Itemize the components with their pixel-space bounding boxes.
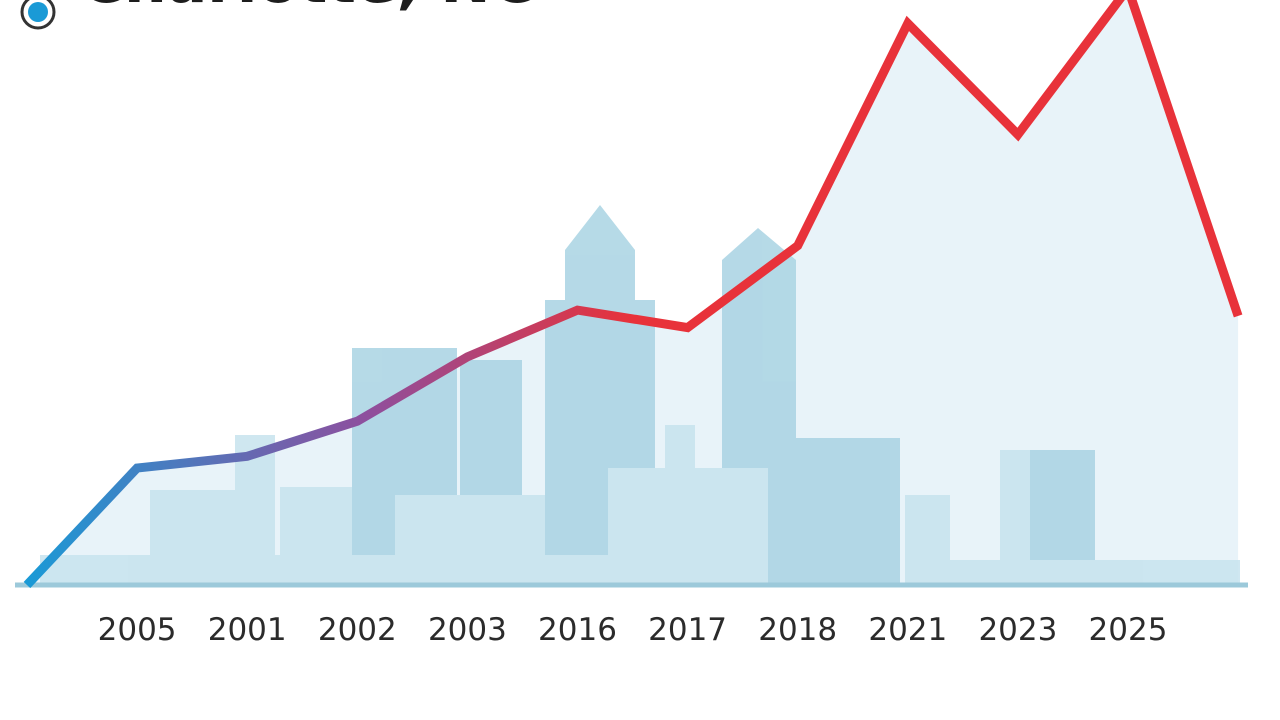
x-axis-labels: 2005 2001 2002 2003 2016 2017 2018 2021 2023 2025 xyxy=(98,612,1168,648)
area-layer xyxy=(27,0,1239,585)
x-tick-label: 2018 xyxy=(758,612,837,648)
line xyxy=(23,0,1243,589)
x-tick-label: 2017 xyxy=(648,612,727,648)
chart-title: Charlotte, NC xyxy=(80,0,535,17)
title-marker-dot xyxy=(28,2,48,22)
x-tick-label: 2023 xyxy=(978,612,1057,648)
x-tick-label: 2003 xyxy=(428,612,507,648)
area xyxy=(27,0,1239,585)
x-tick-label: 2005 xyxy=(98,612,177,648)
x-tick-label: 2021 xyxy=(868,612,947,648)
skyline xyxy=(40,205,1240,585)
x-tick-label: 2016 xyxy=(538,612,617,648)
line-layer xyxy=(23,0,1243,589)
x-tick-label: 2002 xyxy=(318,612,397,648)
x-tick-label: 2025 xyxy=(1089,612,1168,648)
x-tick-label: 2001 xyxy=(208,612,287,648)
